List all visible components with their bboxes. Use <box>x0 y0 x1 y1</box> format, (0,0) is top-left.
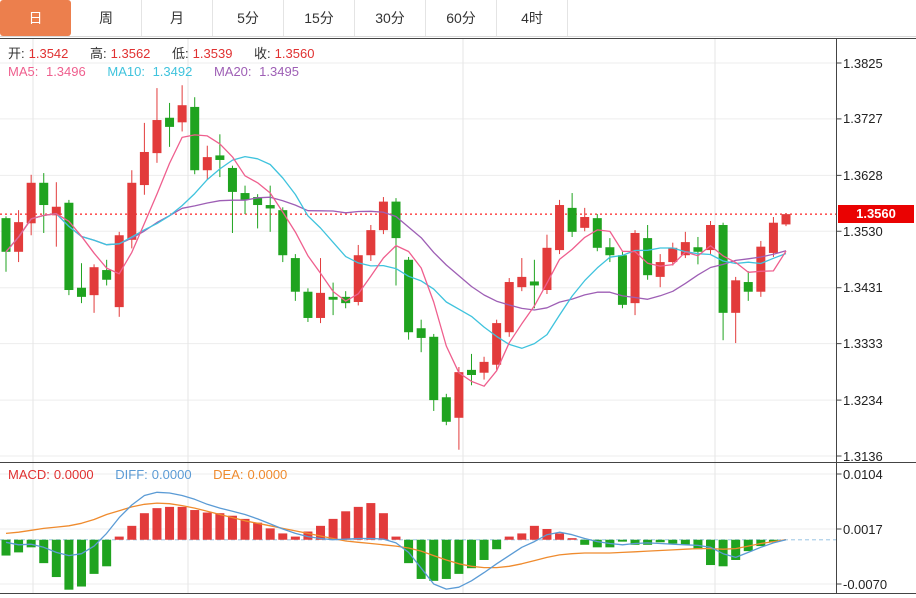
diff-value: 0.0000 <box>151 467 192 482</box>
ma5-value: 1.3496 <box>45 64 86 79</box>
macd-value: 0.0000 <box>53 467 94 482</box>
ohlc-readout: 开: 1.3542 高: 1.3562 低: 1.3539 收: 1.3560 <box>8 43 332 62</box>
ma5-label: MA5: <box>8 64 39 79</box>
ma20-line <box>5 196 787 311</box>
price-axis-label: 1.3727 <box>843 111 883 127</box>
open-label: 开: <box>8 46 25 61</box>
price-axis-label: 1.3530 <box>843 223 883 239</box>
open-value: 1.3542 <box>28 46 69 61</box>
price-axis-label: 1.3431 <box>843 280 883 296</box>
dea-label: DEA: <box>213 467 244 482</box>
ma10-label: MA10: <box>107 64 145 79</box>
diff-line <box>5 491 787 590</box>
timeframe-tab-30分[interactable]: 30分 <box>355 0 426 36</box>
diff-label: DIFF: <box>115 467 148 482</box>
close-value: 1.3560 <box>274 46 315 61</box>
close-label: 收: <box>254 46 271 61</box>
ma10-value: 1.3492 <box>152 64 193 79</box>
price-axis-label: 1.3628 <box>843 167 883 183</box>
macd-readout: MACD: 0.0000 DIFF: 0.0000 DEA: 0.0000 <box>8 467 305 482</box>
macd-axis-label: 0.0017 <box>843 521 883 537</box>
ma-readout: MA5: 1.3496 MA10: 1.3492 MA20: 1.3495 <box>8 64 317 79</box>
dea-line <box>5 502 787 569</box>
ma10-line <box>5 155 787 349</box>
timeframe-tab-60分[interactable]: 60分 <box>426 0 497 36</box>
low-label: 低: <box>172 46 189 61</box>
high-value: 1.3562 <box>110 46 151 61</box>
price-axis-label: 1.3234 <box>843 392 883 408</box>
ma20-value: 1.3495 <box>259 64 299 79</box>
ma20-label: MA20: <box>213 64 252 79</box>
dea-value: 0.0000 <box>247 467 288 482</box>
ma5-line <box>5 134 787 387</box>
price-axis-label: 1.3136 <box>843 448 883 464</box>
macd-axis-label: 0.0104 <box>843 466 883 482</box>
price-axis-label: 1.3333 <box>843 336 883 352</box>
timeframe-tab-5分[interactable]: 5分 <box>213 0 284 36</box>
low-value: 1.3539 <box>192 46 233 61</box>
macd-label: MACD: <box>8 467 50 482</box>
last-price-badge: 1.3560 <box>838 205 914 223</box>
timeframe-tab-15分[interactable]: 15分 <box>284 0 355 36</box>
timeframe-tab-月[interactable]: 月 <box>142 0 213 36</box>
timeframe-tabs: 日周月 5分 15分 30分 60分 4时 <box>0 0 916 37</box>
macd-axis-label: -0.0070 <box>843 576 888 592</box>
price-axis-label: 1.3825 <box>843 55 883 71</box>
timeframe-tab-周[interactable]: 周 <box>71 0 142 36</box>
high-label: 高: <box>90 46 107 61</box>
timeframe-tab-4时[interactable]: 4时 <box>497 0 568 36</box>
timeframe-tab-日[interactable]: 日 <box>0 0 71 36</box>
